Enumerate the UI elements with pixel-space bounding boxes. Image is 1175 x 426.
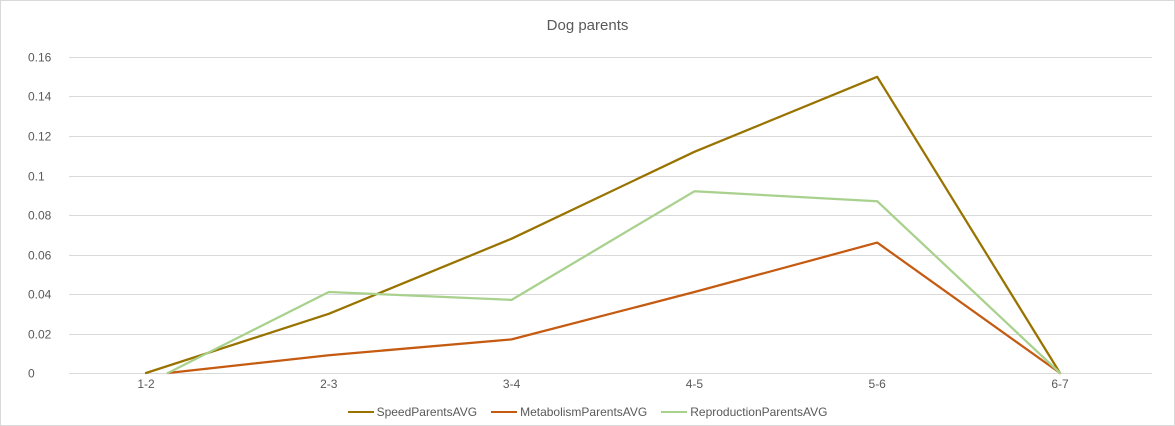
y-tick-label: 0.1 bbox=[28, 170, 45, 184]
x-tick-label: 6-7 bbox=[1051, 377, 1069, 391]
series-lines bbox=[144, 75, 1062, 375]
y-tick-label: 0.14 bbox=[28, 90, 52, 104]
y-tick-label: 0 bbox=[28, 367, 35, 381]
y-tick-label: 0.12 bbox=[28, 130, 52, 144]
series-line-2 bbox=[166, 190, 1062, 375]
legend-swatch bbox=[661, 411, 688, 413]
legend-label: ReproductionParentsAVG bbox=[690, 405, 828, 419]
series-line-0 bbox=[144, 75, 1062, 375]
x-tick-label: 4-5 bbox=[686, 377, 704, 391]
y-axis-ticks: 0 0.02 0.04 0.06 0.08 0.1 0.12 0.14 0.16 bbox=[28, 51, 52, 381]
gridlines bbox=[69, 57, 1152, 374]
series-line-1 bbox=[166, 241, 1062, 375]
x-tick-label: 2-3 bbox=[320, 377, 338, 391]
legend-item: ReproductionParentsAVG bbox=[661, 405, 827, 419]
y-tick-label: 0.04 bbox=[28, 288, 52, 302]
legend-item: MetabolismParentsAVG bbox=[491, 405, 647, 419]
y-tick-label: 0.02 bbox=[28, 328, 52, 342]
legend-item: SpeedParentsAVG bbox=[347, 405, 478, 419]
legend-swatch bbox=[347, 411, 374, 413]
legend-label: SpeedParentsAVG bbox=[376, 405, 478, 419]
legend-label: MetabolismParentsAVG bbox=[520, 405, 648, 419]
chart-title: Dog parents bbox=[546, 17, 629, 34]
x-tick-label: 5-6 bbox=[869, 377, 887, 391]
y-tick-label: 0.06 bbox=[28, 249, 52, 263]
legend: SpeedParentsAVG MetabolismParentsAVG Repro… bbox=[0, 405, 1175, 419]
y-tick-label: 0.16 bbox=[28, 51, 52, 65]
x-axis-ticks: 1-2 2-3 3-4 4-5 5-6 6-7 bbox=[137, 377, 1069, 391]
x-tick-label: 1-2 bbox=[137, 377, 155, 391]
legend-swatch bbox=[491, 411, 518, 413]
x-tick-label: 3-4 bbox=[503, 377, 521, 391]
y-tick-label: 0.08 bbox=[28, 209, 52, 223]
